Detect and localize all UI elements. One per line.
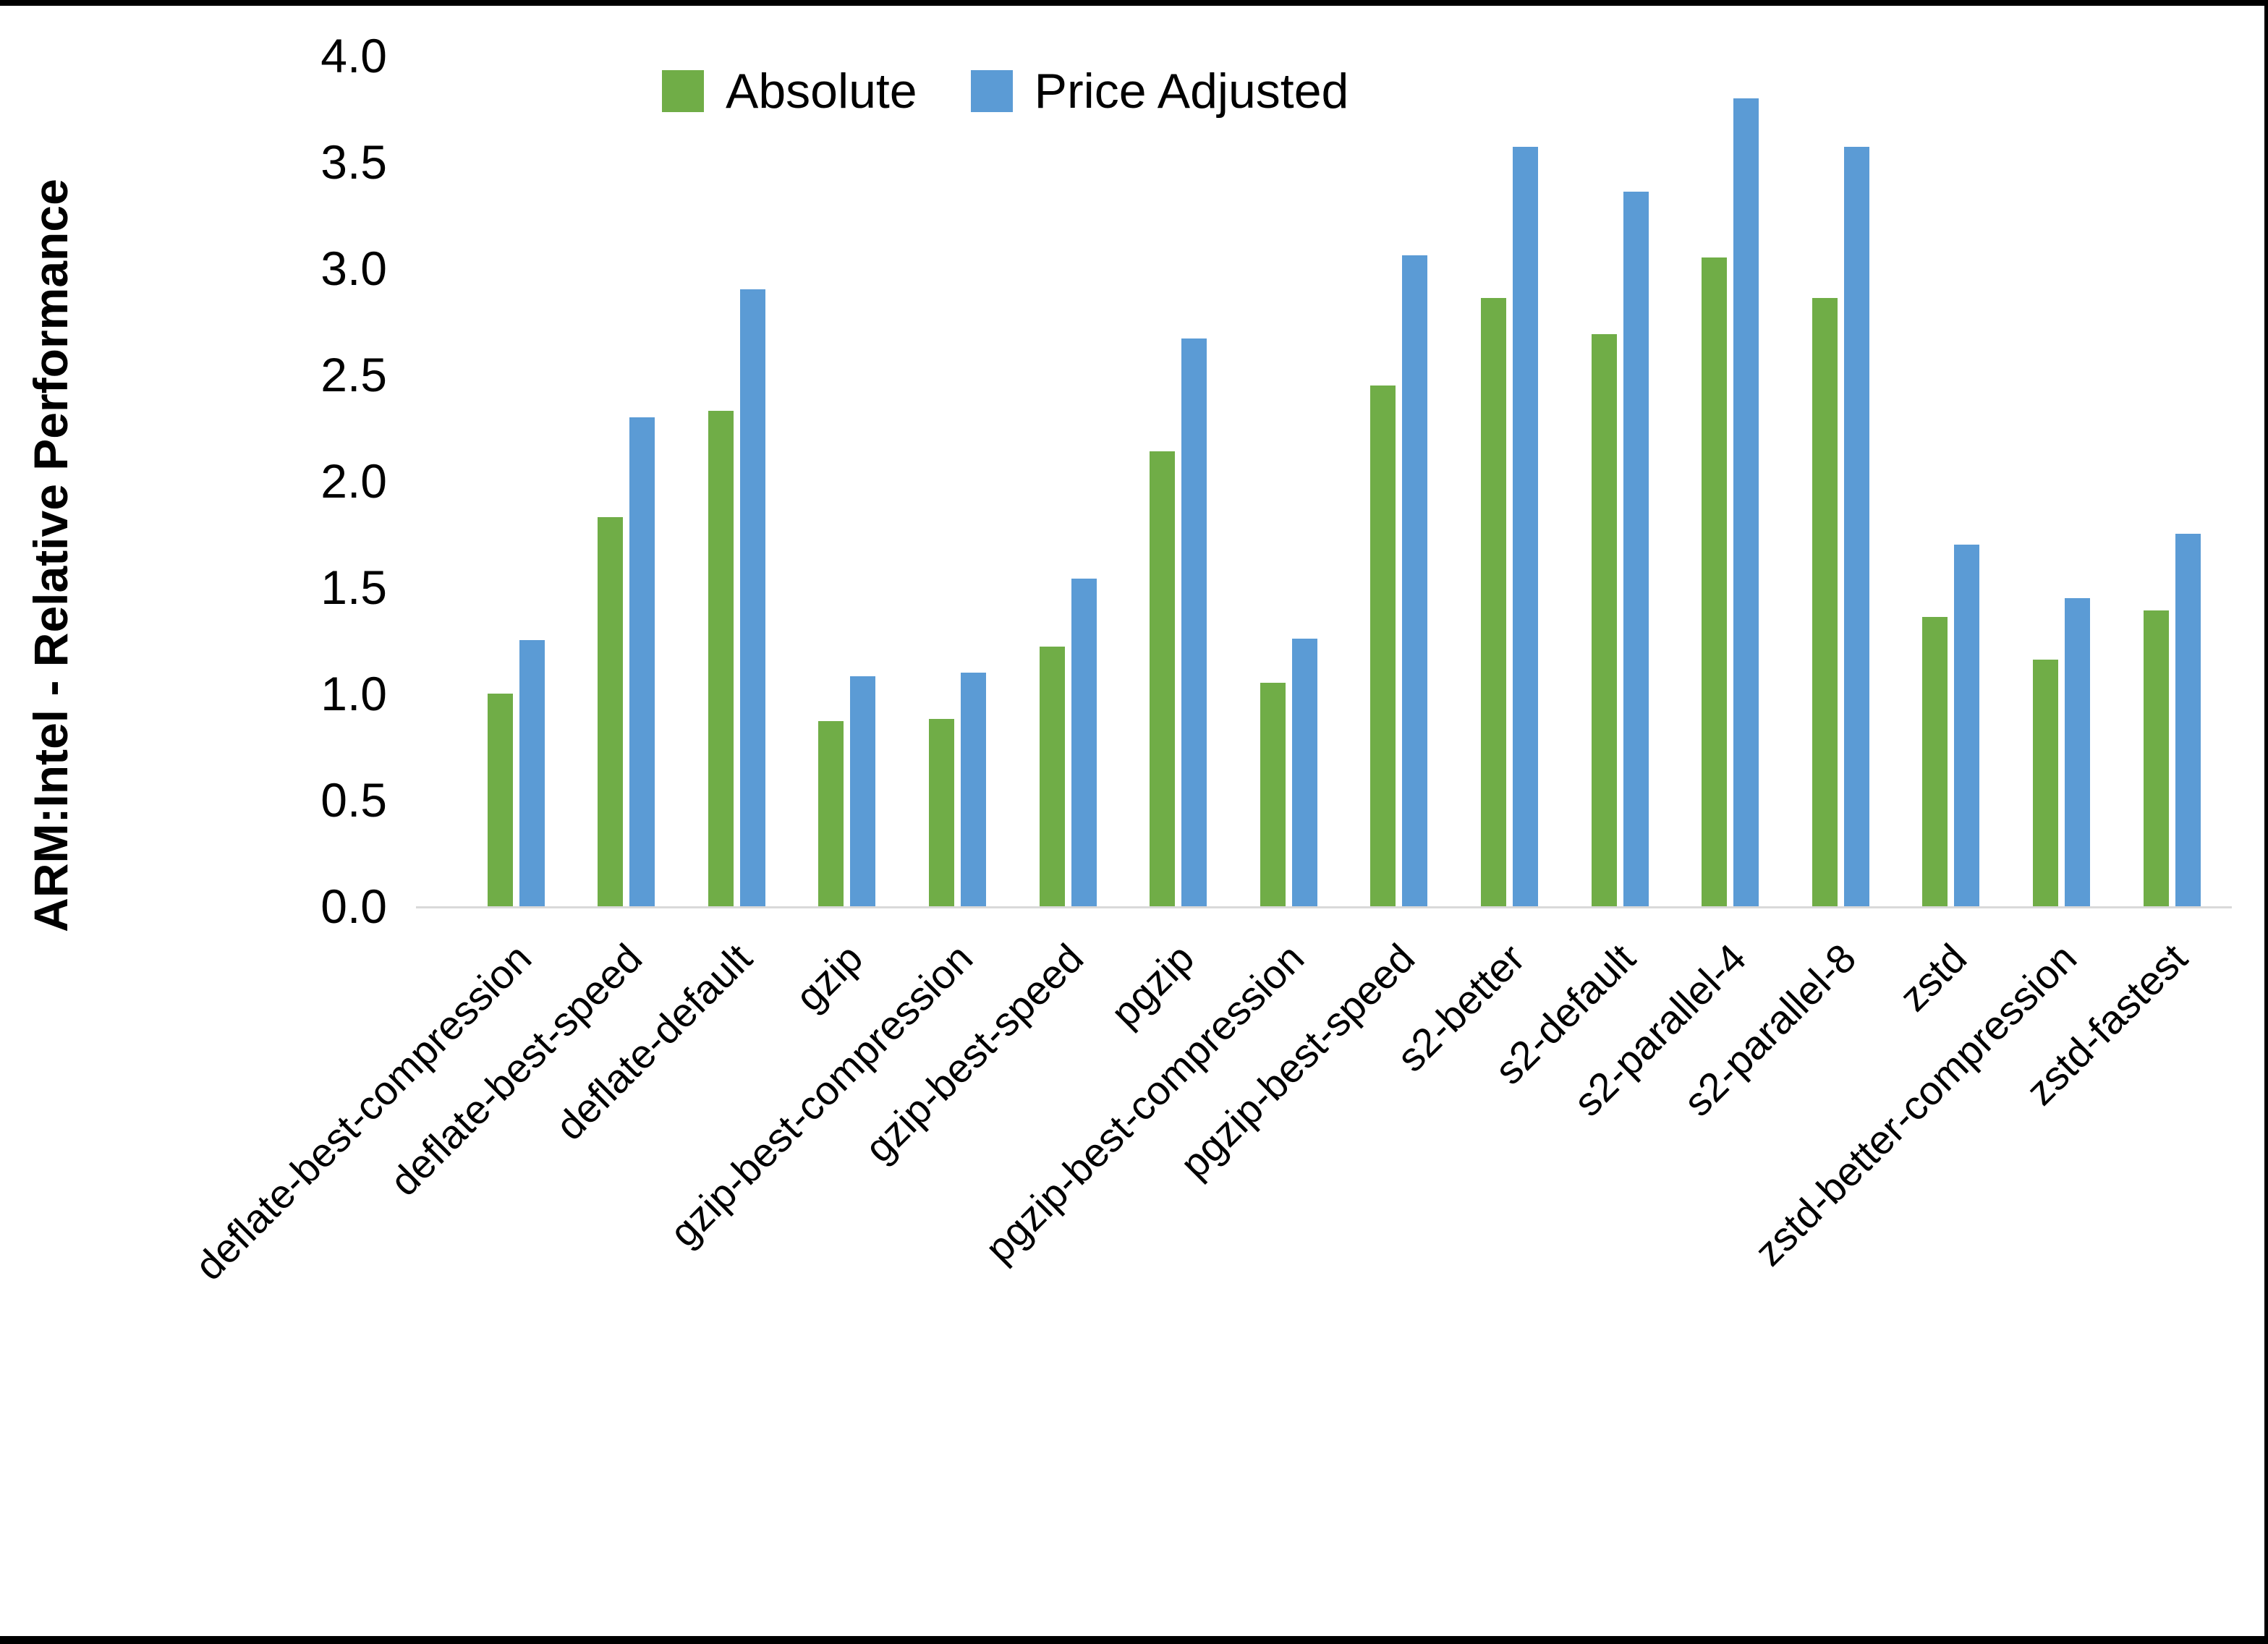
bar-price-adjusted-pgzip bbox=[1181, 338, 1207, 906]
bar-price-adjusted-pgzip-best-compression bbox=[1292, 639, 1317, 906]
y-tick-label-0.5: 0.5 bbox=[320, 773, 387, 827]
legend-swatch-absolute-icon bbox=[662, 70, 704, 112]
bar-absolute-pgzip-best-compression bbox=[1260, 683, 1286, 906]
bar-absolute-s2-default bbox=[1592, 334, 1617, 906]
bar-absolute-deflate-best-speed bbox=[598, 517, 623, 906]
bar-absolute-deflate-default bbox=[708, 411, 734, 906]
bar-price-adjusted-zstd-fastest bbox=[2175, 534, 2201, 906]
bar-price-adjusted-gzip-best-compression bbox=[961, 673, 986, 906]
frame-border-bottom bbox=[0, 1636, 2268, 1644]
y-tick-label-1.5: 1.5 bbox=[320, 561, 387, 614]
y-tick-label-1.0: 1.0 bbox=[320, 667, 387, 720]
bar-absolute-pgzip bbox=[1150, 451, 1175, 906]
bar-price-adjusted-deflate-best-speed bbox=[629, 417, 655, 906]
legend-item-price-adjusted: Price Adjusted bbox=[970, 64, 1349, 119]
bar-absolute-s2-better bbox=[1481, 298, 1506, 906]
y-tick-label-4.0: 4.0 bbox=[320, 29, 387, 82]
legend-label-price-adjusted: Price Adjusted bbox=[1034, 64, 1349, 119]
y-tick-label-3.5: 3.5 bbox=[320, 135, 387, 189]
bar-absolute-zstd-fastest bbox=[2144, 610, 2169, 906]
y-tick-label-2.5: 2.5 bbox=[320, 348, 387, 401]
bar-absolute-gzip-best-speed bbox=[1040, 647, 1065, 906]
legend-item-absolute: Absolute bbox=[662, 67, 917, 116]
bar-price-adjusted-zstd bbox=[1954, 545, 1979, 906]
bar-absolute-zstd-better-compression bbox=[2033, 660, 2058, 906]
bar-absolute-s2-parallel-8 bbox=[1812, 298, 1838, 906]
legend: Absolute Price Adjusted bbox=[662, 67, 1349, 116]
legend-label-absolute: Absolute bbox=[726, 64, 917, 119]
frame-border-right bbox=[2264, 0, 2268, 1644]
y-axis-title: ARM:Intel - Relative Performance bbox=[24, 179, 77, 932]
bar-price-adjusted-s2-better bbox=[1513, 147, 1538, 906]
bar-absolute-s2-parallel-4 bbox=[1702, 257, 1727, 906]
bar-price-adjusted-s2-default bbox=[1623, 192, 1649, 906]
bar-price-adjusted-deflate-default bbox=[740, 289, 765, 906]
bar-absolute-gzip bbox=[818, 721, 844, 906]
legend-swatch-price-adjusted-icon bbox=[970, 70, 1013, 112]
y-tick-label-0.0: 0.0 bbox=[320, 880, 387, 933]
bar-price-adjusted-gzip bbox=[850, 676, 875, 906]
y-tick-label-2.0: 2.0 bbox=[320, 454, 387, 508]
bar-price-adjusted-pgzip-best-speed bbox=[1402, 255, 1427, 906]
bar-absolute-pgzip-best-speed bbox=[1370, 386, 1396, 906]
frame-border-top bbox=[0, 0, 2268, 6]
bar-price-adjusted-gzip-best-speed bbox=[1071, 579, 1097, 906]
bar-price-adjusted-s2-parallel-8 bbox=[1844, 147, 1869, 906]
bar-absolute-gzip-best-compression bbox=[929, 719, 954, 906]
y-tick-label-3.0: 3.0 bbox=[320, 242, 387, 295]
bar-price-adjusted-s2-parallel-4 bbox=[1733, 98, 1759, 906]
bar-price-adjusted-deflate-best-compression bbox=[519, 640, 545, 906]
bar-price-adjusted-zstd-better-compression bbox=[2065, 598, 2090, 906]
bar-absolute-deflate-best-compression bbox=[488, 694, 513, 906]
bar-absolute-zstd bbox=[1922, 617, 1948, 906]
x-axis-line bbox=[416, 906, 2232, 908]
